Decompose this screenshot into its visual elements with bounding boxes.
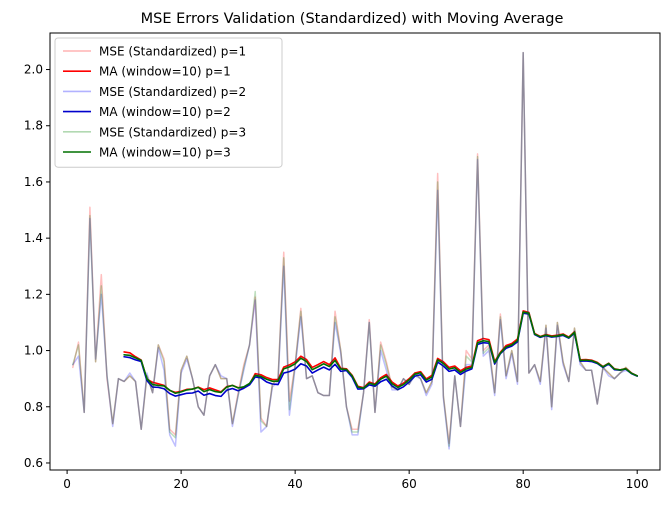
legend-label: MA (window=10) p=2 <box>99 105 231 119</box>
x-tick-label: 80 <box>516 477 531 491</box>
y-tick-label: 0.6 <box>24 456 43 470</box>
legend-box <box>54 37 283 168</box>
legend-label: MSE (Standardized) p=1 <box>99 45 246 59</box>
chart-title: MSE Errors Validation (Standardized) wit… <box>141 11 564 27</box>
x-tick-label: 40 <box>287 477 302 491</box>
x-axis: 0 20 40 60 80 100 <box>63 470 649 491</box>
legend-label: MA (window=10) p=1 <box>99 65 231 79</box>
y-tick-label: 1.4 <box>24 231 43 245</box>
x-tick-label: 0 <box>63 477 71 491</box>
legend-label: MA (window=10) p=3 <box>99 146 231 160</box>
y-tick-label: 1.0 <box>24 344 43 358</box>
legend: MSE (Standardized) p=1 MA (window=10) p=1… <box>54 37 283 168</box>
series-line-5 <box>72 51 638 447</box>
y-tick-label: 2.0 <box>24 63 43 77</box>
y-tick-label: 1.6 <box>24 175 43 189</box>
plot-area <box>72 51 638 450</box>
x-tick-label: 100 <box>626 477 649 491</box>
y-tick-label: 1.8 <box>24 119 43 133</box>
series-line-6 <box>123 311 638 395</box>
y-axis: 0.6 0.8 1.0 1.2 1.4 1.6 1.8 2.0 <box>24 63 50 470</box>
series-line-3 <box>72 51 638 450</box>
legend-label: MSE (Standardized) p=3 <box>99 125 246 139</box>
x-tick-label: 20 <box>173 477 188 491</box>
plot-frame <box>49 32 661 471</box>
y-tick-label: 0.8 <box>24 400 43 414</box>
y-tick-label: 1.2 <box>24 287 43 301</box>
legend-label: MSE (Standardized) p=2 <box>99 85 246 99</box>
x-tick-label: 60 <box>402 477 417 491</box>
series-line-1 <box>72 51 638 445</box>
